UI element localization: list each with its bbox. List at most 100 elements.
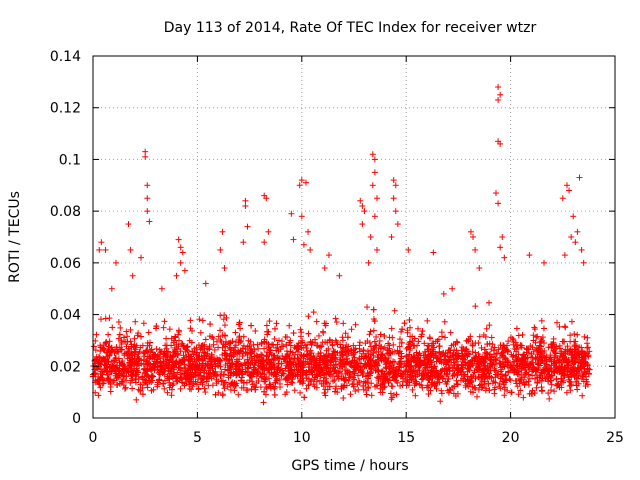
data-point bbox=[442, 361, 449, 368]
data-point bbox=[343, 361, 350, 368]
data-point bbox=[501, 254, 508, 261]
data-point bbox=[533, 384, 540, 391]
data-point bbox=[333, 339, 340, 346]
data-point bbox=[242, 362, 249, 369]
data-point bbox=[324, 380, 331, 387]
data-point bbox=[390, 195, 397, 202]
data-point bbox=[221, 265, 228, 272]
data-point bbox=[311, 376, 318, 383]
data-point bbox=[451, 370, 458, 377]
data-point bbox=[98, 239, 105, 246]
data-point bbox=[115, 372, 122, 379]
data-point bbox=[376, 357, 383, 364]
data-point bbox=[399, 382, 406, 389]
data-point bbox=[460, 368, 467, 375]
data-point bbox=[266, 318, 273, 325]
data-point bbox=[546, 395, 553, 402]
data-point bbox=[305, 313, 312, 320]
data-point bbox=[532, 375, 539, 382]
data-point bbox=[504, 359, 511, 366]
data-point bbox=[360, 347, 367, 354]
data-point bbox=[541, 370, 548, 377]
data-point bbox=[168, 365, 175, 372]
data-point bbox=[540, 325, 547, 332]
data-point bbox=[561, 323, 568, 330]
data-point bbox=[453, 338, 460, 345]
data-point bbox=[184, 343, 191, 350]
data-point bbox=[288, 379, 295, 386]
data-point bbox=[489, 341, 496, 348]
data-point bbox=[243, 368, 250, 375]
data-point bbox=[405, 340, 412, 347]
y-tick-label: 0 bbox=[72, 411, 81, 427]
data-point bbox=[384, 376, 391, 383]
data-point bbox=[553, 343, 560, 350]
data-point bbox=[339, 363, 346, 370]
data-point bbox=[255, 378, 262, 385]
x-tick-label: 5 bbox=[193, 430, 202, 446]
data-point bbox=[404, 327, 411, 334]
data-point bbox=[169, 354, 176, 361]
data-point bbox=[421, 365, 428, 372]
data-point bbox=[326, 371, 333, 378]
data-point bbox=[221, 312, 228, 319]
data-point bbox=[286, 354, 293, 361]
data-point bbox=[406, 379, 413, 386]
data-point bbox=[197, 329, 204, 336]
data-point bbox=[564, 371, 571, 378]
data-point bbox=[219, 344, 226, 351]
data-point bbox=[298, 359, 305, 366]
data-point bbox=[338, 385, 345, 392]
data-point bbox=[300, 241, 307, 248]
data-point bbox=[103, 368, 110, 375]
data-point bbox=[354, 372, 361, 379]
data-point bbox=[490, 359, 497, 366]
data-point bbox=[355, 386, 362, 393]
data-point bbox=[464, 380, 471, 387]
data-point bbox=[264, 328, 271, 335]
data-point bbox=[447, 329, 454, 336]
data-point bbox=[483, 355, 490, 362]
x-tick-label: 0 bbox=[89, 430, 98, 446]
data-point bbox=[306, 368, 313, 375]
data-point bbox=[284, 381, 291, 388]
data-point bbox=[537, 338, 544, 345]
data-point bbox=[225, 372, 232, 379]
data-point bbox=[115, 355, 122, 362]
data-point bbox=[271, 391, 278, 398]
data-point bbox=[369, 357, 376, 364]
data-point bbox=[311, 355, 318, 362]
data-point bbox=[282, 391, 289, 398]
data-point bbox=[387, 350, 394, 357]
data-point bbox=[321, 265, 328, 272]
data-point bbox=[107, 388, 114, 395]
data-point bbox=[201, 367, 208, 374]
data-point bbox=[392, 208, 399, 215]
data-point bbox=[201, 341, 208, 348]
data-point bbox=[440, 290, 447, 297]
data-point bbox=[481, 374, 488, 381]
data-point bbox=[196, 355, 203, 362]
data-point bbox=[406, 347, 413, 354]
data-point bbox=[236, 319, 243, 326]
data-point bbox=[141, 350, 148, 357]
data-point bbox=[545, 378, 552, 385]
data-point bbox=[300, 378, 307, 385]
data-point bbox=[542, 375, 549, 382]
data-point bbox=[486, 387, 493, 394]
y-axis-label: ROTI / TECUs bbox=[7, 191, 23, 283]
data-point bbox=[170, 349, 177, 356]
data-point bbox=[299, 339, 306, 346]
data-point bbox=[444, 357, 451, 364]
data-point bbox=[409, 372, 416, 379]
data-point bbox=[332, 315, 339, 322]
data-point bbox=[406, 316, 413, 323]
data-point bbox=[442, 378, 449, 385]
data-point bbox=[469, 342, 476, 349]
data-point bbox=[531, 324, 538, 331]
data-point bbox=[217, 246, 224, 253]
data-point bbox=[495, 200, 502, 207]
data-point bbox=[307, 338, 314, 345]
data-point bbox=[492, 374, 499, 381]
data-point bbox=[92, 347, 99, 354]
